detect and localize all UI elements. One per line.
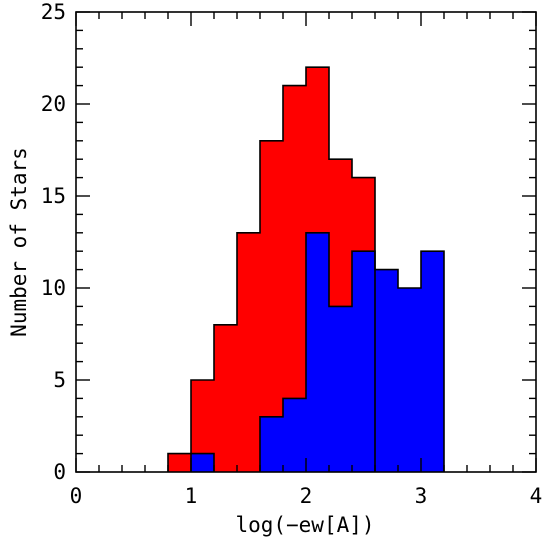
bar-s0-3 [237, 232, 260, 472]
bar-s0-4 [260, 140, 283, 473]
bar-s1-2 [283, 398, 306, 472]
bar-s0-5 [283, 85, 306, 472]
bar-s1-1 [260, 416, 283, 472]
y-tick-label: 15 [41, 184, 66, 208]
bar-s1-0 [191, 453, 214, 472]
x-tick-label: 4 [530, 484, 543, 508]
x-tick-label: 0 [70, 484, 83, 508]
bar-s0-0 [168, 453, 191, 472]
y-axis-label: Number of Stars [7, 147, 31, 337]
bar-s1-4 [329, 306, 352, 472]
x-tick-label: 2 [300, 484, 313, 508]
bar-s0-2 [214, 324, 237, 472]
histogram-bars [167, 66, 445, 473]
bar-s1-5 [352, 251, 375, 472]
bar-s1-7 [398, 288, 421, 472]
series-outline-0 [167, 66, 376, 472]
bar-s1-3 [306, 232, 329, 472]
y-tick-label: 20 [41, 92, 66, 116]
y-tick-label: 5 [53, 368, 66, 392]
y-tick-label: 0 [53, 460, 66, 484]
bar-s1-8 [421, 251, 444, 472]
bar-s0-1 [191, 380, 214, 472]
axes: 0 1 2 3 4 0 5 10 15 20 25 [41, 0, 543, 508]
y-tick-label: 25 [41, 0, 66, 24]
y-tick-label: 10 [41, 276, 66, 300]
bar-s1-6 [375, 269, 398, 472]
x-tick-label: 3 [415, 484, 428, 508]
x-axis-label: log(−ew[A]) [235, 513, 374, 537]
x-tick-label: 1 [185, 484, 198, 508]
